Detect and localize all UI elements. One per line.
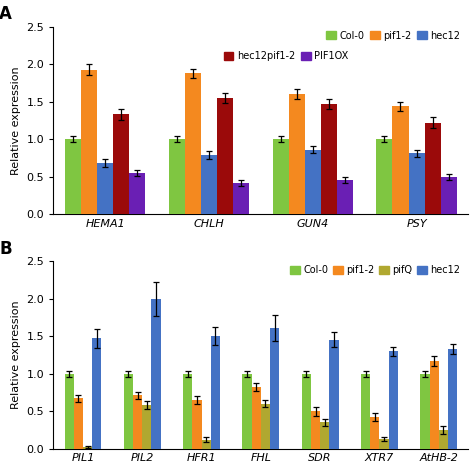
Bar bbox=[320, 423, 329, 448]
Bar bbox=[192, 400, 201, 448]
Bar bbox=[65, 139, 81, 214]
Legend: hec12pif1-2, PIF1OX: hec12pif1-2, PIF1OX bbox=[220, 47, 352, 65]
Bar bbox=[311, 411, 320, 448]
Bar bbox=[305, 150, 321, 214]
Bar bbox=[380, 439, 389, 448]
Bar bbox=[97, 163, 113, 214]
Bar bbox=[113, 114, 129, 214]
Bar bbox=[252, 387, 261, 448]
Bar bbox=[409, 153, 425, 214]
Bar bbox=[321, 104, 337, 214]
Bar bbox=[152, 299, 161, 448]
Bar bbox=[302, 374, 311, 448]
Bar bbox=[439, 430, 448, 448]
Bar bbox=[389, 351, 398, 448]
Bar bbox=[185, 73, 201, 214]
Bar bbox=[81, 69, 97, 214]
Bar bbox=[361, 374, 370, 448]
Bar bbox=[370, 417, 380, 448]
Bar bbox=[273, 139, 289, 214]
Bar bbox=[169, 139, 185, 214]
Text: A: A bbox=[0, 5, 12, 23]
Bar bbox=[429, 361, 439, 448]
Bar bbox=[376, 139, 392, 214]
Bar bbox=[289, 94, 305, 214]
Bar bbox=[420, 374, 429, 448]
Bar bbox=[201, 439, 211, 448]
Bar bbox=[83, 447, 92, 448]
Bar bbox=[425, 123, 441, 214]
Bar bbox=[217, 98, 233, 214]
Y-axis label: Relative expression: Relative expression bbox=[11, 301, 21, 409]
Bar bbox=[337, 181, 353, 214]
Bar bbox=[129, 173, 146, 214]
Bar bbox=[233, 182, 249, 214]
Bar bbox=[92, 339, 101, 448]
Bar bbox=[270, 328, 279, 448]
Bar bbox=[74, 398, 83, 448]
Bar bbox=[142, 405, 152, 448]
Text: B: B bbox=[0, 240, 12, 257]
Bar bbox=[392, 106, 409, 214]
Bar bbox=[243, 374, 252, 448]
Bar bbox=[64, 374, 74, 448]
Legend: Col-0, pif1-2, pifQ, hec12: Col-0, pif1-2, pifQ, hec12 bbox=[286, 261, 465, 279]
Bar bbox=[133, 395, 142, 448]
Bar bbox=[183, 374, 192, 448]
Bar bbox=[329, 340, 338, 448]
Bar bbox=[201, 155, 217, 214]
Bar bbox=[448, 349, 457, 448]
Bar bbox=[124, 374, 133, 448]
Bar bbox=[261, 404, 270, 448]
Y-axis label: Relative expression: Relative expression bbox=[11, 66, 21, 175]
Bar bbox=[441, 177, 457, 214]
Bar bbox=[211, 336, 220, 448]
